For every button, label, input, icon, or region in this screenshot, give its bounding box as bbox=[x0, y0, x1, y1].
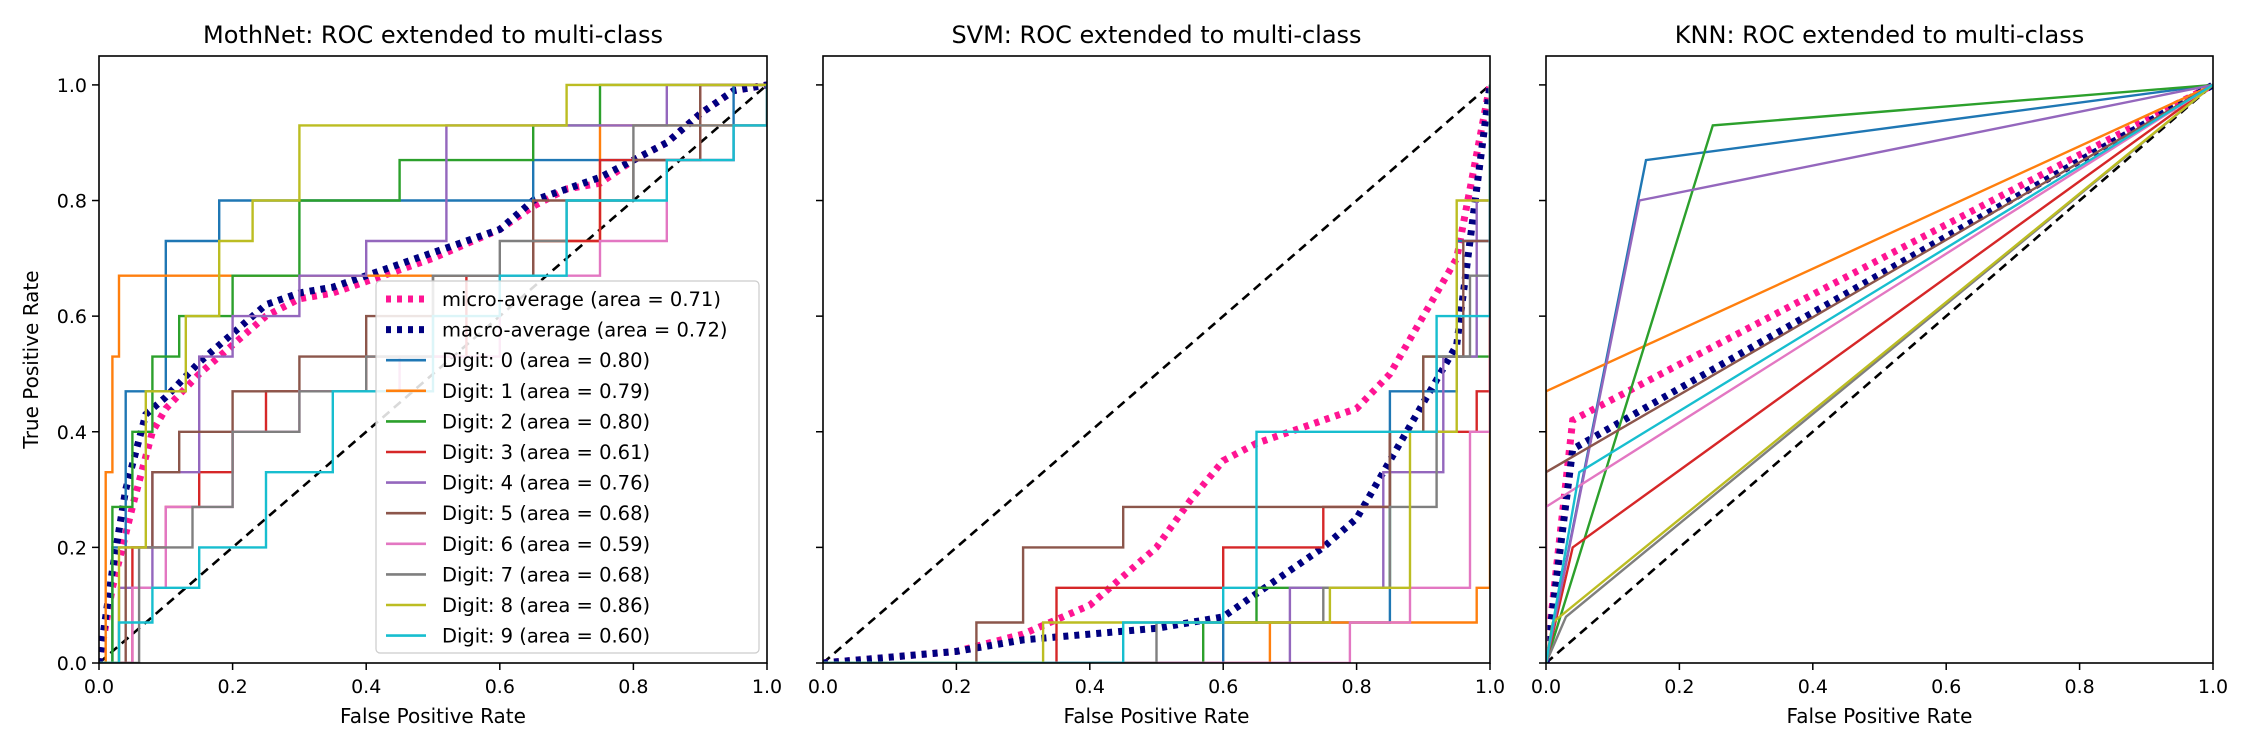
legend-box bbox=[375, 280, 760, 654]
y-tick-label: 0.8 bbox=[57, 191, 87, 213]
x-tick-label: 0.2 bbox=[941, 676, 971, 698]
axes-frame bbox=[1545, 55, 2214, 664]
chance-diagonal-line bbox=[823, 83, 1490, 663]
series-line-11 bbox=[823, 84, 1490, 663]
y-tick-label: 1.0 bbox=[57, 75, 87, 97]
y-tick-label: 0.4 bbox=[57, 422, 87, 444]
legend-entry-label: Digit: 7 (area = 0.68) bbox=[442, 563, 650, 586]
series-line-8 bbox=[823, 84, 1490, 663]
legend: micro-average (area = 0.71) macro-average… bbox=[375, 280, 760, 654]
series-line-9 bbox=[1546, 83, 2213, 663]
x-tick-label: 0.4 bbox=[1798, 676, 1828, 698]
series-line-5 bbox=[1546, 83, 2213, 663]
legend-entry-label: Digit: 9 (area = 0.60) bbox=[442, 625, 650, 648]
axes-frame bbox=[822, 55, 1491, 664]
plot-area bbox=[99, 81, 767, 663]
roc-panel-1: 0.0 0.2 0.4 0.6 0.8 1.0 0.0 0.2 0.4 0.6 0.8 1.0 Moth… bbox=[19, 21, 782, 728]
series-line-10 bbox=[1546, 83, 2213, 663]
x-axis-label: False Positive Rate bbox=[1787, 704, 1973, 728]
x-tick-label: 0.2 bbox=[217, 676, 247, 698]
legend-entry-label: Digit: 1 (area = 0.79) bbox=[442, 380, 650, 403]
series-line-7 bbox=[1546, 83, 2213, 663]
legend-entry-label: Digit: 5 (area = 0.68) bbox=[442, 502, 650, 525]
axes-frame bbox=[98, 55, 768, 664]
y-axis-label: True Positive Rate bbox=[19, 270, 43, 449]
x-tick-label: 1.0 bbox=[1475, 676, 1505, 698]
series-line-1 bbox=[823, 84, 1490, 663]
x-tick-label: 0.6 bbox=[1931, 676, 1961, 698]
legend-entry-label: Digit: 3 (area = 0.61) bbox=[442, 441, 650, 464]
series-line-4 bbox=[1546, 83, 2213, 663]
plot-area bbox=[1546, 81, 2213, 663]
legend-entry-label: Digit: 0 (area = 0.80) bbox=[442, 349, 650, 372]
x-axis-label: False Positive Rate bbox=[1064, 704, 1250, 728]
series-line-11 bbox=[99, 83, 767, 663]
series-line-4 bbox=[823, 84, 1490, 663]
legend-entry-label: Digit: 4 (area = 0.76) bbox=[442, 472, 650, 495]
chart-title: SVM: ROC extended to multi-class bbox=[951, 21, 1361, 49]
series-line-12 bbox=[823, 84, 1490, 663]
x-tick-label: 0.4 bbox=[1075, 676, 1105, 698]
x-tick-label: 0.0 bbox=[1531, 676, 1561, 698]
legend-entry-label: Digit: 6 (area = 0.59) bbox=[442, 533, 650, 556]
y-tick-label: 0.2 bbox=[57, 537, 87, 559]
series-line-2 bbox=[1546, 81, 2213, 663]
x-tick-label: 0.8 bbox=[618, 676, 648, 698]
series-line-12 bbox=[1546, 83, 2213, 663]
legend-entry-label: micro-average (area = 0.71) bbox=[442, 288, 721, 311]
x-tick-label: 0.2 bbox=[1664, 676, 1694, 698]
x-tick-label: 0.6 bbox=[1208, 676, 1238, 698]
y-tick-label: 0.6 bbox=[57, 306, 87, 328]
x-tick-label: 0.6 bbox=[485, 676, 515, 698]
x-tick-label: 0.8 bbox=[2064, 676, 2094, 698]
x-tick-label: 0.0 bbox=[808, 676, 838, 698]
plot-area bbox=[823, 83, 1490, 663]
x-tick-label: 1.0 bbox=[752, 676, 782, 698]
legend-entry-label: Digit: 2 (area = 0.80) bbox=[442, 410, 650, 433]
chart-title: MothNet: ROC extended to multi-class bbox=[203, 21, 663, 49]
roc-panel-2: 0.0 0.2 0.4 0.6 0.8 1.0 SVM: ROC extended to m… bbox=[808, 21, 1505, 728]
x-tick-label: 0.8 bbox=[1341, 676, 1371, 698]
x-tick-label: 0.0 bbox=[84, 676, 114, 698]
chance-diagonal-line bbox=[1546, 83, 2213, 663]
series-line-4 bbox=[99, 84, 767, 663]
x-tick-label: 1.0 bbox=[2198, 676, 2228, 698]
series-line-5 bbox=[99, 83, 767, 663]
roc-panel-3: 0.0 0.2 0.4 0.6 0.8 1.0 KNN: ROC extended to m… bbox=[1531, 21, 2228, 728]
legend-entry-label: Digit: 8 (area = 0.86) bbox=[442, 594, 650, 617]
legend-entry-label: macro-average (area = 0.72) bbox=[442, 319, 727, 342]
x-tick-label: 0.4 bbox=[351, 676, 381, 698]
chart-title: KNN: ROC extended to multi-class bbox=[1675, 21, 2084, 49]
x-axis-label: False Positive Rate bbox=[340, 704, 526, 728]
series-line-8 bbox=[1546, 83, 2213, 663]
y-tick-label: 0.0 bbox=[57, 653, 87, 675]
